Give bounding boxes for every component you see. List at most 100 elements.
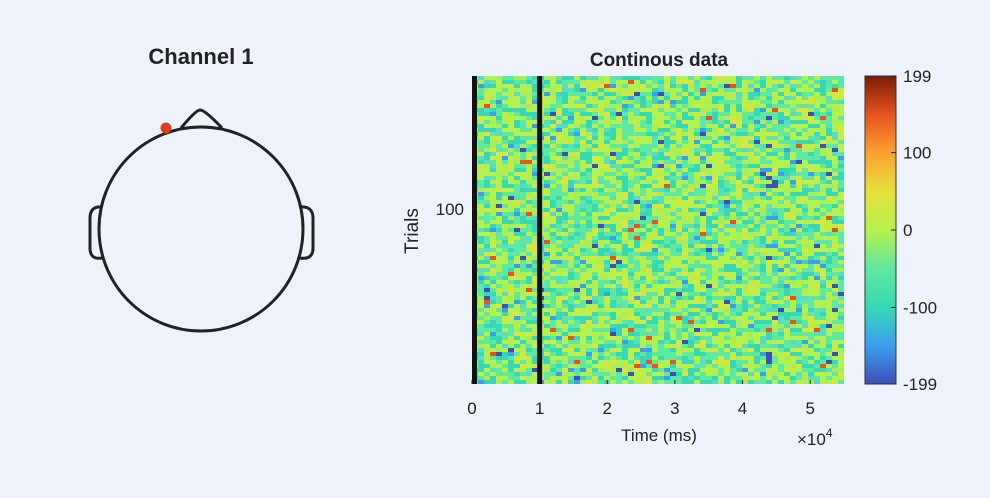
- heatmap-cell: [604, 256, 610, 260]
- heatmap-cell: [706, 156, 712, 160]
- heatmap-cell: [820, 376, 826, 380]
- heatmap-cell: [760, 220, 766, 224]
- heatmap-cell: [754, 200, 760, 204]
- heatmap-cell: [658, 184, 664, 188]
- heatmap-cell: [724, 276, 730, 280]
- heatmap-cell: [634, 312, 640, 316]
- heatmap-cell: [616, 264, 622, 268]
- heatmap-cell: [592, 100, 598, 104]
- heatmap-cell: [502, 292, 508, 296]
- heatmap-cell: [664, 292, 670, 296]
- heatmap-cell: [808, 116, 814, 120]
- heatmap-cell: [598, 368, 604, 372]
- heatmap-cell: [814, 312, 820, 316]
- heatmap-cell: [628, 308, 634, 312]
- heatmap-cell: [808, 152, 814, 156]
- heatmap-cell: [742, 96, 748, 100]
- heatmap-cell: [526, 304, 532, 308]
- heatmap-cell: [826, 88, 832, 92]
- heatmap-cell: [790, 372, 796, 376]
- heatmap-cell: [778, 276, 784, 280]
- heatmap-cell: [772, 120, 778, 124]
- heatmap-cell: [574, 244, 580, 248]
- heatmap-cell: [598, 212, 604, 216]
- heatmap-cell: [526, 184, 532, 188]
- heatmap-cell: [490, 236, 496, 240]
- heatmap-cell: [526, 280, 532, 284]
- heatmap-cell: [772, 88, 778, 92]
- heatmap-cell: [820, 252, 826, 256]
- heatmap-cell: [832, 252, 838, 256]
- heatmap-cell: [622, 280, 628, 284]
- heatmap-cell: [754, 376, 760, 380]
- heatmap-cell: [742, 88, 748, 92]
- heatmap-cell: [634, 188, 640, 192]
- heatmap-cell: [628, 148, 634, 152]
- heatmap-cell: [730, 156, 736, 160]
- heatmap-cell: [808, 380, 814, 384]
- heatmap-cell: [766, 160, 772, 164]
- heatmap-cell: [820, 164, 826, 168]
- heatmap-cell: [760, 88, 766, 92]
- heatmap-cell: [760, 324, 766, 328]
- channel-marker[interactable]: [160, 122, 172, 134]
- heatmap-cell: [790, 124, 796, 128]
- heatmap-cell: [832, 344, 838, 348]
- heatmap-cell: [604, 196, 610, 200]
- heatmap-cell: [736, 276, 742, 280]
- heatmap-cell: [562, 256, 568, 260]
- heatmap-cell: [562, 100, 568, 104]
- heatmap-cell: [514, 120, 520, 124]
- heatmap-cell: [790, 244, 796, 248]
- heatmap-cell: [646, 188, 652, 192]
- heatmap-cell: [748, 152, 754, 156]
- heatmap-cell: [826, 84, 832, 88]
- heatmap-cell: [658, 128, 664, 132]
- heatmap-cell: [718, 224, 724, 228]
- heatmap-cell: [748, 328, 754, 332]
- heatmap-cell: [664, 368, 670, 372]
- heatmap-cell: [808, 228, 814, 232]
- heatmap-cell: [772, 256, 778, 260]
- heatmap-cell: [490, 312, 496, 316]
- heatmap-cell: [796, 288, 802, 292]
- heatmap-cell: [622, 288, 628, 292]
- heatmap-cell: [616, 360, 622, 364]
- heatmap-cell: [556, 352, 562, 356]
- heatmap-cell: [490, 316, 496, 320]
- heatmap-cell: [670, 288, 676, 292]
- heatmap-cell: [586, 164, 592, 168]
- heatmap-cell: [790, 196, 796, 200]
- heatmap-cell: [646, 156, 652, 160]
- heatmap-cell: [790, 112, 796, 116]
- heatmap-cell: [574, 104, 580, 108]
- heatmap-cell: [508, 380, 514, 384]
- heatmap-cell: [622, 124, 628, 128]
- heatmap-cell: [652, 232, 658, 236]
- heatmap-cell: [784, 164, 790, 168]
- heatmap-cell: [766, 332, 772, 336]
- heatmap-cell: [808, 136, 814, 140]
- heatmap-cell: [502, 368, 508, 372]
- heatmap-cell: [598, 216, 604, 220]
- heatmap-cell: [802, 348, 808, 352]
- heatmap-cell: [634, 208, 640, 212]
- heatmap-cell: [568, 320, 574, 324]
- heatmap-image[interactable]: [472, 76, 844, 384]
- heatmap-cell: [706, 88, 712, 92]
- heatmap-cell: [700, 256, 706, 260]
- heatmap-cell: [622, 120, 628, 124]
- heatmap-cell: [532, 172, 538, 176]
- heatmap-cell: [652, 260, 658, 264]
- heatmap-cell: [628, 220, 634, 224]
- heatmap-cell: [568, 152, 574, 156]
- heatmap-cell: [544, 140, 550, 144]
- heatmap-cell: [484, 120, 490, 124]
- heatmap-cell: [580, 236, 586, 240]
- heatmap-cell: [838, 132, 844, 136]
- heatmap-cell: [610, 288, 616, 292]
- heatmap-cell: [760, 204, 766, 208]
- heatmap-cell: [646, 100, 652, 104]
- heatmap-cell: [574, 92, 580, 96]
- heatmap-cell: [646, 140, 652, 144]
